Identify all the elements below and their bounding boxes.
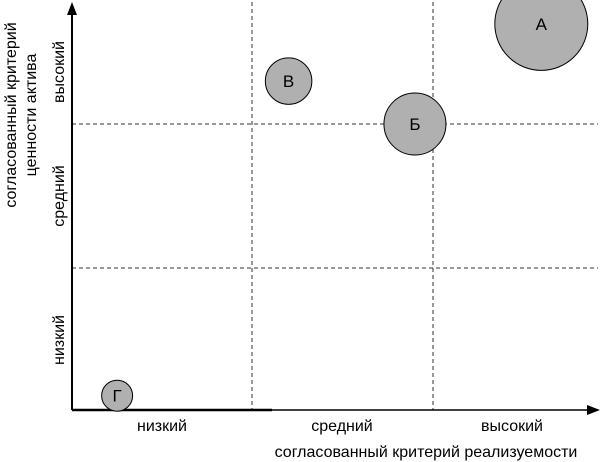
x-axis-arrow bbox=[587, 405, 600, 415]
y-tick-mid: средний bbox=[51, 165, 68, 227]
bubble-3 bbox=[101, 379, 134, 412]
bubble-label-0: А bbox=[536, 15, 548, 34]
bubble-label-1: Б bbox=[409, 115, 420, 134]
y-tick-low: низкий bbox=[51, 315, 68, 365]
bubble-1 bbox=[383, 92, 447, 156]
bubble-0 bbox=[494, 0, 589, 71]
x-axis-title: согласованный критерий реализуемости bbox=[275, 444, 578, 461]
bubble-label-3: Г bbox=[113, 387, 122, 406]
bubbles-group: А Б В Г bbox=[101, 0, 589, 412]
y-axis-title-line-1: согласованный критерий bbox=[3, 22, 20, 207]
y-tick-high: высокий bbox=[51, 41, 68, 103]
y-axis-title-line-2: ценности актива bbox=[23, 54, 40, 177]
bubble-2 bbox=[264, 57, 313, 105]
x-tick-low: низкий bbox=[137, 418, 187, 435]
bubble-label-2: В bbox=[283, 72, 294, 91]
y-axis-arrow bbox=[67, 2, 77, 15]
x-tick-high: высокий bbox=[481, 418, 543, 435]
x-tick-mid: средний bbox=[311, 418, 373, 435]
